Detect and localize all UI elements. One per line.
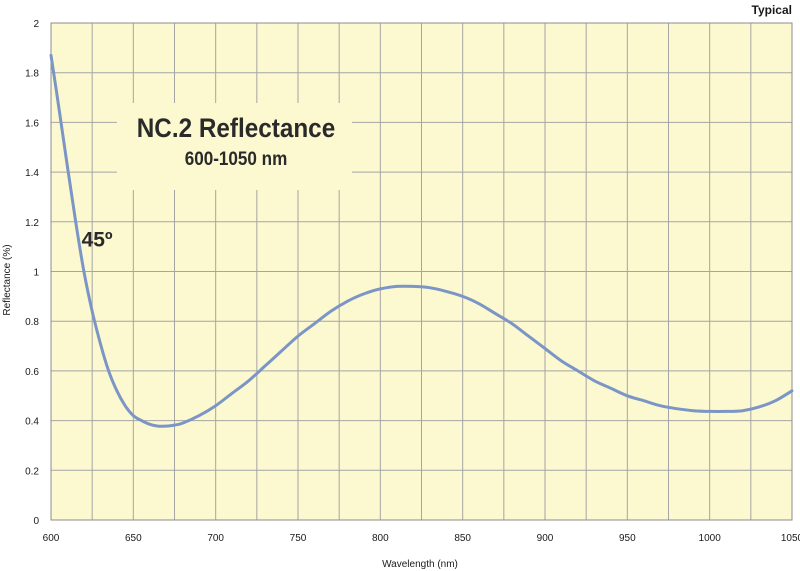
x-axis-title: Wavelength (nm) (382, 559, 458, 570)
chart-subtitle: 600-1050 nm (185, 148, 288, 169)
y-tick-label: 2 (33, 19, 39, 30)
x-tick-label: 950 (619, 533, 636, 544)
x-tick-label: 900 (537, 533, 554, 544)
x-tick-label: 600 (43, 533, 60, 544)
y-tick-label: 0.6 (25, 367, 39, 378)
title-block: NC.2 Reflectance 600-1050 nm (117, 103, 352, 190)
plot-border (50, 22, 793, 521)
angle-annotation: 45º (82, 229, 113, 252)
y-tick-label: 1.6 (25, 118, 39, 129)
x-tick-label: 750 (290, 533, 307, 544)
y-tick-label: 0.4 (25, 417, 39, 428)
y-tick-label: 1.4 (25, 168, 39, 179)
y-tick-label: 0 (33, 516, 39, 527)
x-tick-label: 850 (454, 533, 471, 544)
x-tick-label: 800 (372, 533, 389, 544)
x-tick-label: 1050 (781, 533, 800, 544)
y-axis-title: Reflectance (%) (2, 244, 13, 315)
corner-label: Typical (752, 3, 792, 17)
y-tick-label: 0.2 (25, 466, 39, 477)
x-tick-label: 650 (125, 533, 142, 544)
series-layer (49, 53, 794, 428)
x-tick-label: 1000 (699, 533, 722, 544)
annotation-layer: 45º (82, 229, 113, 252)
y-tick-label: 0.8 (25, 317, 39, 328)
y-tick-label: 1.8 (25, 69, 39, 80)
chart-title: NC.2 Reflectance (137, 114, 335, 143)
series-line (49, 53, 794, 428)
x-tick-label: 700 (207, 533, 224, 544)
tick-labels: 600 650 700 750 800 850 900 950 1000 1050 0 0.2 0.4 0… (25, 19, 800, 544)
y-tick-label: 1 (33, 268, 39, 279)
y-tick-label: 1.2 (25, 218, 39, 229)
title-box (117, 103, 352, 190)
